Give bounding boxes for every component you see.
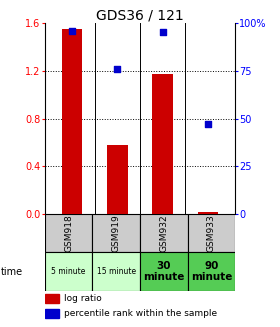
Bar [140,214,188,252]
Bar [153,74,173,214]
Text: 30
minute: 30 minute [143,261,185,283]
Text: GSM918: GSM918 [64,215,73,252]
Text: time: time [1,267,24,277]
Bar [45,214,92,252]
Text: GSM932: GSM932 [159,215,168,252]
Bar [107,145,127,214]
Title: GDS36 / 121: GDS36 / 121 [96,9,184,23]
Text: 15 minute: 15 minute [97,267,136,276]
Point [70,28,74,33]
Text: log ratio: log ratio [64,294,102,303]
Text: 90
minute: 90 minute [191,261,232,283]
Bar [45,294,59,303]
Point [206,122,210,127]
Bar [92,214,140,252]
Bar [62,29,82,214]
Text: GSM933: GSM933 [207,215,216,252]
Text: percentile rank within the sample: percentile rank within the sample [64,309,217,318]
Point [115,66,120,71]
Bar [92,252,140,291]
Text: 5 minute: 5 minute [52,267,86,276]
Text: GSM919: GSM919 [112,215,121,252]
Bar [45,309,59,318]
Bar [45,252,92,291]
Bar [188,252,235,291]
Point [160,30,165,35]
Bar [188,214,235,252]
Bar [140,252,188,291]
Bar [198,212,218,214]
